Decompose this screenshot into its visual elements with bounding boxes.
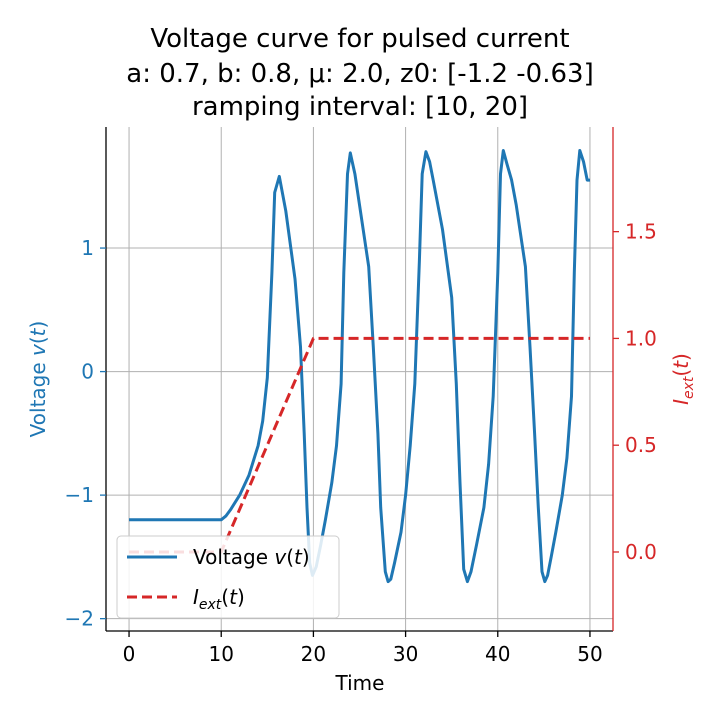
y-left-axis-label: Voltage v(t) — [26, 321, 50, 438]
y-right-tick-label-1: 0.5 — [625, 433, 657, 457]
y-right-label-text: Iext(t) — [669, 353, 697, 405]
voltage-line — [129, 149, 590, 584]
y-right-tick-label-2: 1.0 — [625, 326, 657, 350]
legend-current-label: Iext(t) — [193, 585, 245, 613]
y-left-tick-label-2: 0 — [81, 360, 94, 384]
x-axis-ticks: 0 10 20 30 40 50 — [123, 631, 603, 666]
y-right-axis-label: Iext(t) — [669, 353, 697, 405]
x-tick-label-0: 0 — [123, 642, 136, 666]
x-tick-label-4: 40 — [485, 642, 510, 666]
grid-lines — [106, 127, 613, 631]
y-right-tick-label-0: 0.0 — [625, 540, 657, 564]
x-tick-label-1: 10 — [209, 642, 234, 666]
y-left-axis-ticks: −2 −1 0 1 — [65, 236, 106, 631]
y-right-tick-label-3: 1.5 — [625, 220, 657, 244]
title-line-3: ramping interval: [10, 20] — [192, 92, 528, 122]
y-left-tick-label-0: −2 — [65, 607, 94, 631]
y-left-tick-label-1: −1 — [65, 483, 94, 507]
y-right-axis-ticks: 0.0 0.5 1.0 1.5 — [613, 220, 657, 564]
x-tick-label-3: 30 — [393, 642, 418, 666]
title-line-1: Voltage curve for pulsed current — [150, 24, 569, 54]
chart-title: Voltage curve for pulsed current a: 0.7,… — [126, 24, 593, 122]
legend-voltage-label: Voltage v(t) — [193, 545, 310, 569]
y-left-tick-label-3: 1 — [81, 236, 94, 260]
axes — [105, 127, 614, 632]
title-line-2: a: 0.7, b: 0.8, μ: 2.0, z0: [-1.2 -0.63] — [126, 59, 593, 89]
x-axis-label: Time — [335, 671, 385, 695]
x-tick-label-2: 20 — [301, 642, 326, 666]
y-left-label-text: Voltage v(t) — [26, 321, 50, 438]
plot-area — [129, 149, 590, 584]
legend: Voltage v(t) Iext(t) — [116, 535, 340, 619]
x-tick-label-5: 50 — [577, 642, 602, 666]
